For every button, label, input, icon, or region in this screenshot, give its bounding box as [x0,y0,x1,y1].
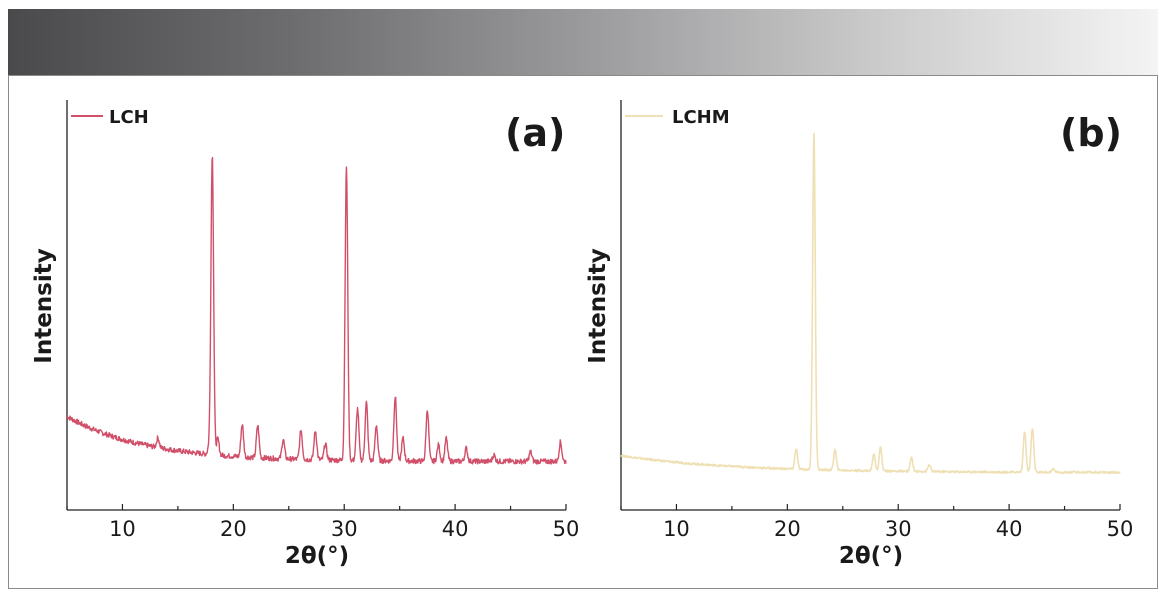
y-axis-title: Intensity [585,248,611,363]
x-tick-label: 10 [109,517,136,541]
x-tick-label: 50 [1107,517,1134,541]
panel-a: 10 20 30 40 50 LCH (a) 2θ(°) Intensity [31,100,579,569]
x-axis-title: 2θ(°) [839,543,903,569]
legend-label-lchm: LCHM [672,107,730,128]
x-tick-label: 50 [553,517,580,541]
x-tick-label: 10 [663,517,690,541]
x-tick-label: 20 [220,517,247,541]
legend-label-lch: LCH [109,107,149,128]
x-tick-label: 40 [996,517,1023,541]
x-tick-label: 40 [442,517,469,541]
x-tick-label: 20 [774,517,801,541]
x-ticks: 10 20 30 40 50 [66,504,580,541]
panel-b: 10 20 30 40 50 LCHM (b) 2θ(°) Intensity [585,100,1133,569]
panel-label-a: (a) [505,111,565,155]
lchm-xrd-pattern [620,132,1121,475]
panel-label-b: (b) [1060,111,1122,155]
header-banner [8,9,1158,75]
x-tick-label: 30 [885,517,912,541]
lch-xrd-pattern [66,156,567,465]
figure-frame [8,75,1158,589]
x-axis-title: 2θ(°) [285,543,349,569]
x-ticks: 10 20 30 40 50 [620,504,1134,541]
y-axis-title: Intensity [31,248,57,363]
x-tick-label: 30 [331,517,358,541]
